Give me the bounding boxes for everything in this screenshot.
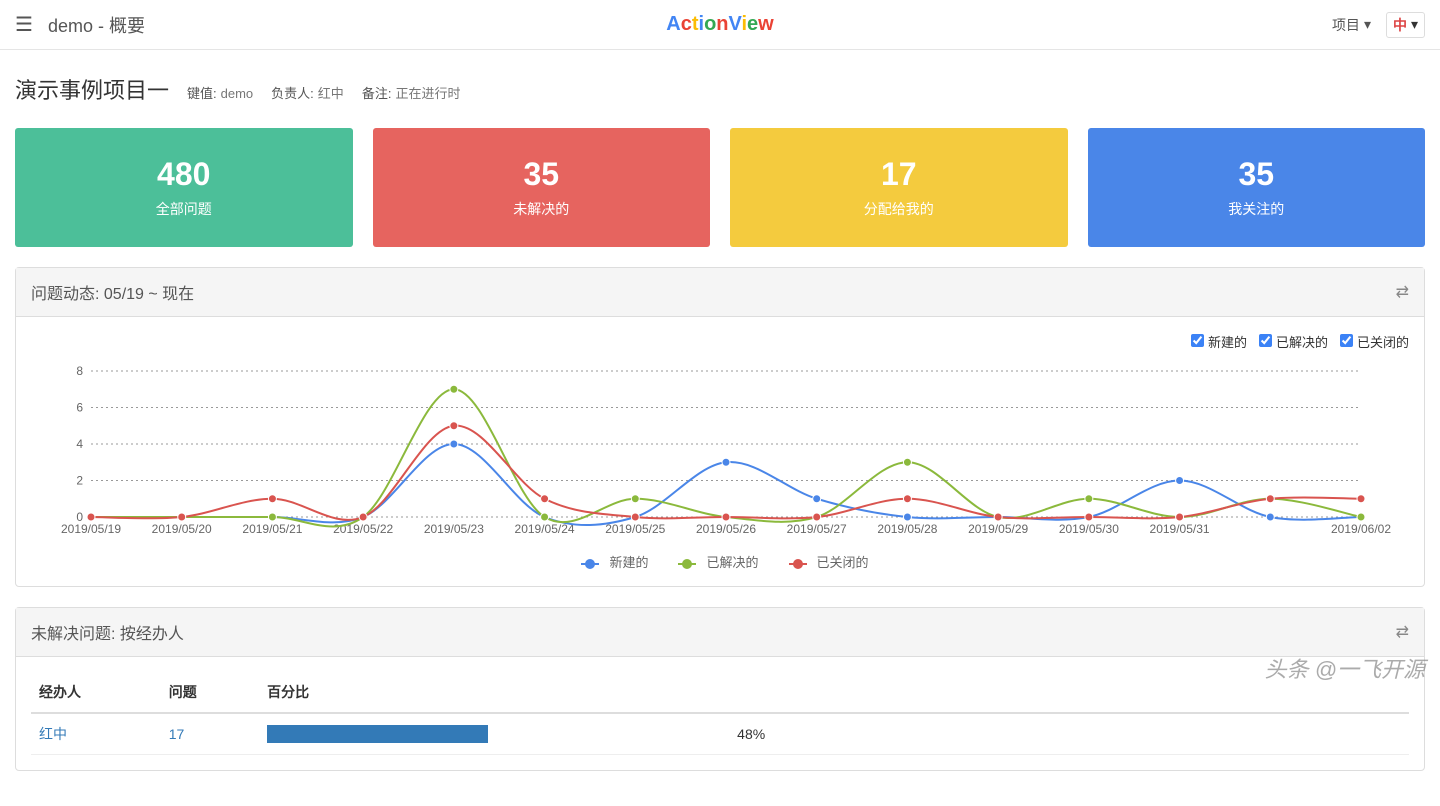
svg-text:2019/05/28: 2019/05/28 (877, 522, 937, 536)
stat-label: 全部问题 (25, 199, 343, 219)
assignee-table: 经办人问题百分比 红中 17 48% (31, 672, 1409, 755)
svg-text:6: 6 (76, 401, 83, 415)
language-switcher[interactable]: 中▾ (1386, 12, 1425, 38)
svg-text:2019/05/26: 2019/05/26 (696, 522, 756, 536)
project-title: 演示事例项目一 (15, 73, 169, 105)
table-panel: 未解决问题: 按经办人 ⇄ 经办人问题百分比 红中 17 48% (15, 607, 1425, 771)
svg-text:2019/05/22: 2019/05/22 (333, 522, 393, 536)
stat-label: 未解决的 (383, 199, 701, 219)
stat-card-0[interactable]: 480 全部问题 (15, 128, 353, 247)
table-header: 经办人 (31, 672, 161, 713)
svg-text:2019/05/23: 2019/05/23 (424, 522, 484, 536)
stat-label: 我关注的 (1098, 199, 1416, 219)
svg-text:2019/05/21: 2019/05/21 (242, 522, 302, 536)
stat-card-2[interactable]: 17 分配给我的 (730, 128, 1068, 247)
percent-bar (267, 725, 488, 743)
table-header: 百分比 (259, 672, 1409, 713)
svg-text:4: 4 (76, 437, 83, 451)
legend-item[interactable]: 已关闭的 (779, 555, 869, 570)
stat-value: 35 (1098, 156, 1416, 193)
table-row: 红中 17 48% (31, 713, 1409, 755)
svg-text:2019/05/20: 2019/05/20 (152, 522, 212, 536)
stat-value: 35 (383, 156, 701, 193)
svg-text:2019/06/02: 2019/06/02 (1331, 522, 1391, 536)
assignee-link[interactable]: 红中 (39, 726, 67, 742)
svg-text:2019/05/25: 2019/05/25 (605, 522, 665, 536)
issue-count-link[interactable]: 17 (169, 726, 185, 742)
svg-text:2019/05/30: 2019/05/30 (1059, 522, 1119, 536)
legend-item[interactable]: 已解决的 (668, 555, 758, 570)
chart-panel: 问题动态: 05/19 ~ 现在 ⇄ 新建的已解决的已关闭的 024682019… (15, 267, 1425, 587)
menu-icon[interactable]: ☰ (15, 12, 33, 37)
legend-checkbox[interactable]: 已解决的 (1259, 335, 1328, 350)
percent-label: 48% (737, 726, 765, 742)
stat-card-1[interactable]: 35 未解决的 (373, 128, 711, 247)
svg-text:8: 8 (76, 364, 83, 378)
svg-text:2019/05/31: 2019/05/31 (1150, 522, 1210, 536)
svg-text:2: 2 (76, 474, 83, 488)
stat-card-3[interactable]: 35 我关注的 (1088, 128, 1426, 247)
chart-legend-checkboxes: 新建的已解决的已关闭的 (31, 332, 1409, 351)
refresh-icon[interactable]: ⇄ (1396, 622, 1409, 642)
panel-title: 问题动态: 05/19 ~ 现在 (31, 280, 194, 304)
legend-checkbox[interactable]: 新建的 (1191, 335, 1247, 350)
breadcrumb: demo - 概要 (48, 12, 145, 38)
stat-value: 17 (740, 156, 1058, 193)
project-menu[interactable]: 项目▾ (1332, 15, 1371, 35)
stat-label: 分配给我的 (740, 199, 1058, 219)
svg-text:2019/05/27: 2019/05/27 (787, 522, 847, 536)
chart-legend-bottom: 新建的 已解决的 已关闭的 (31, 552, 1409, 571)
app-logo: ActionView (666, 13, 773, 36)
stat-value: 480 (25, 156, 343, 193)
chevron-down-icon: ▾ (1411, 16, 1418, 33)
svg-text:2019/05/24: 2019/05/24 (515, 522, 575, 536)
line-chart: 024682019/05/192019/05/202019/05/212019/… (31, 361, 1391, 541)
legend-item[interactable]: 新建的 (571, 555, 648, 570)
chevron-down-icon: ▾ (1364, 16, 1371, 33)
svg-text:2019/05/29: 2019/05/29 (968, 522, 1028, 536)
refresh-icon[interactable]: ⇄ (1396, 282, 1409, 302)
table-header: 问题 (161, 672, 259, 713)
svg-text:2019/05/19: 2019/05/19 (61, 522, 121, 536)
project-header: 演示事例项目一 键值:demo 负责人:红中 备注:正在进行时 (15, 65, 1425, 113)
panel-title: 未解决问题: 按经办人 (31, 620, 184, 644)
legend-checkbox[interactable]: 已关闭的 (1340, 335, 1409, 350)
